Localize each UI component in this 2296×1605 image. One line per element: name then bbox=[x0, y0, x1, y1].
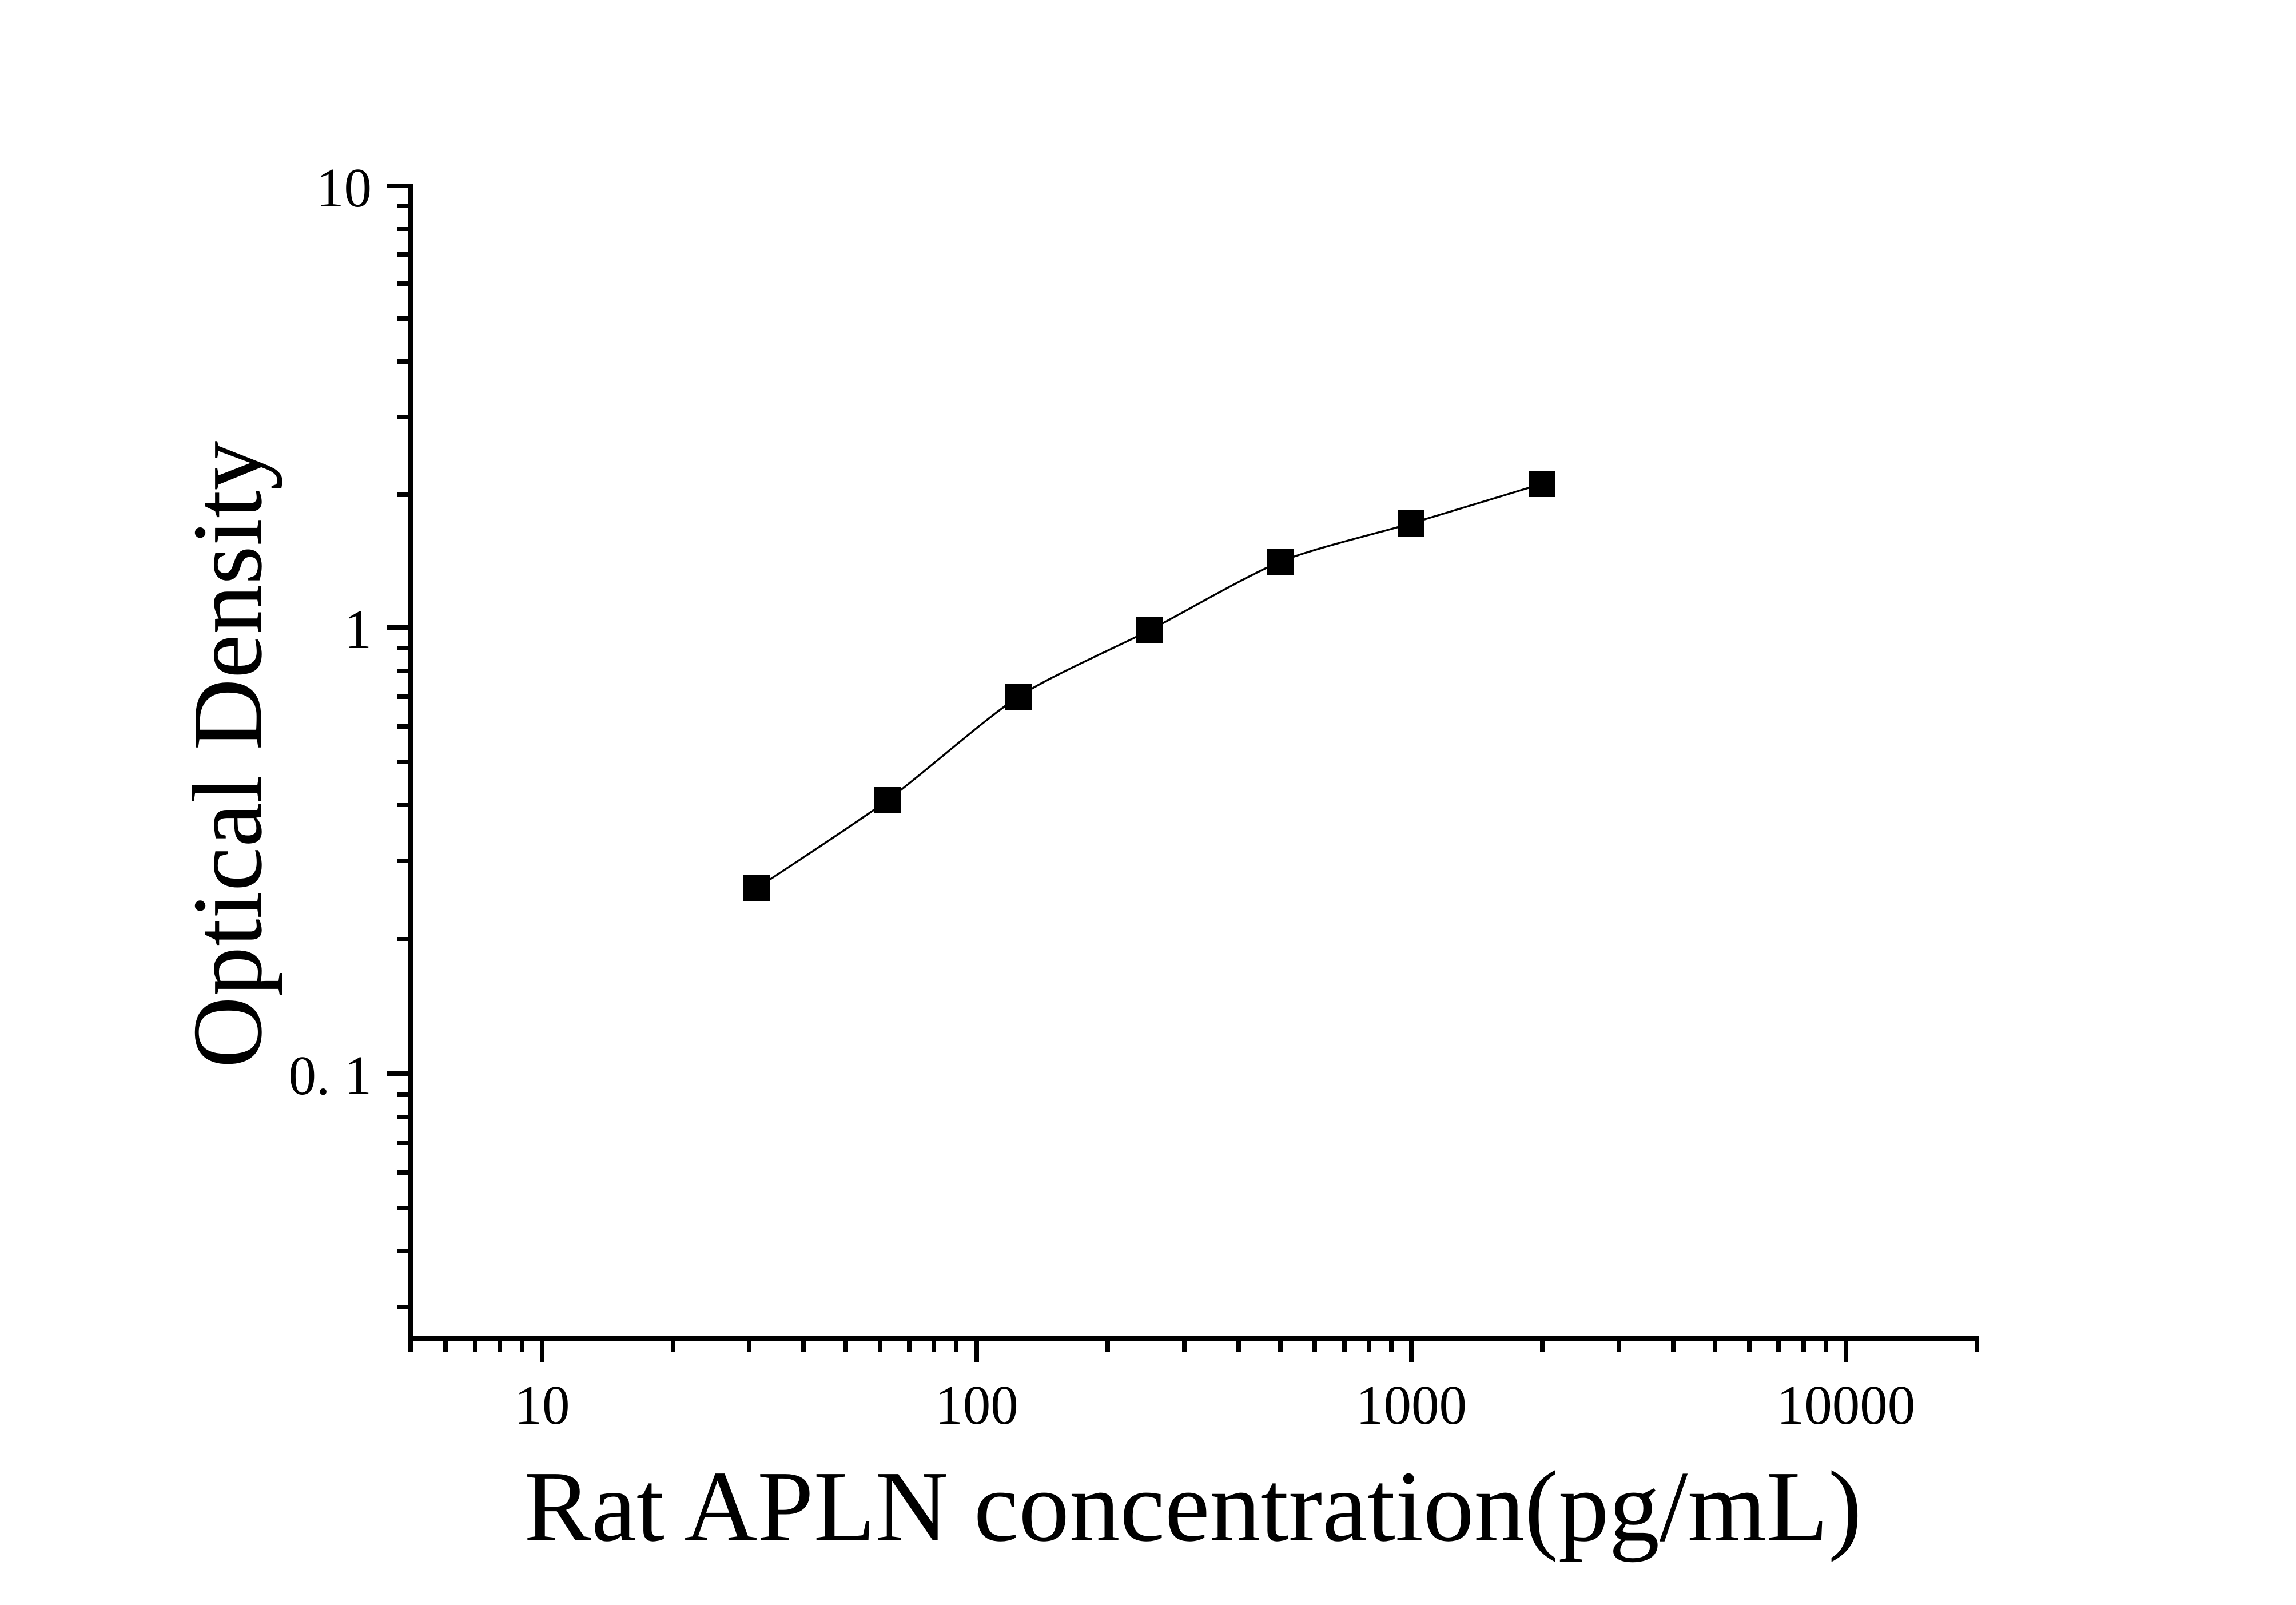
svg-text:1: 1 bbox=[344, 599, 372, 660]
svg-text:Optical Density: Optical Density bbox=[172, 441, 282, 1068]
svg-text:10: 10 bbox=[515, 1374, 570, 1436]
svg-text:1000: 1000 bbox=[1356, 1374, 1467, 1436]
svg-text:Rat APLN concentration(pg/mL): Rat APLN concentration(pg/mL) bbox=[524, 1451, 1862, 1563]
svg-text:10: 10 bbox=[316, 157, 372, 218]
svg-text:10000: 10000 bbox=[1777, 1374, 1916, 1436]
svg-text:0. 1: 0. 1 bbox=[289, 1045, 372, 1106]
svg-text:100: 100 bbox=[935, 1374, 1018, 1436]
